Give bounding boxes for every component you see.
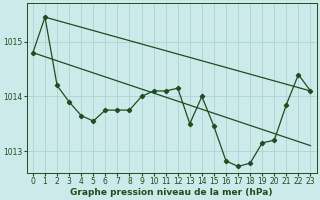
X-axis label: Graphe pression niveau de la mer (hPa): Graphe pression niveau de la mer (hPa) — [70, 188, 273, 197]
